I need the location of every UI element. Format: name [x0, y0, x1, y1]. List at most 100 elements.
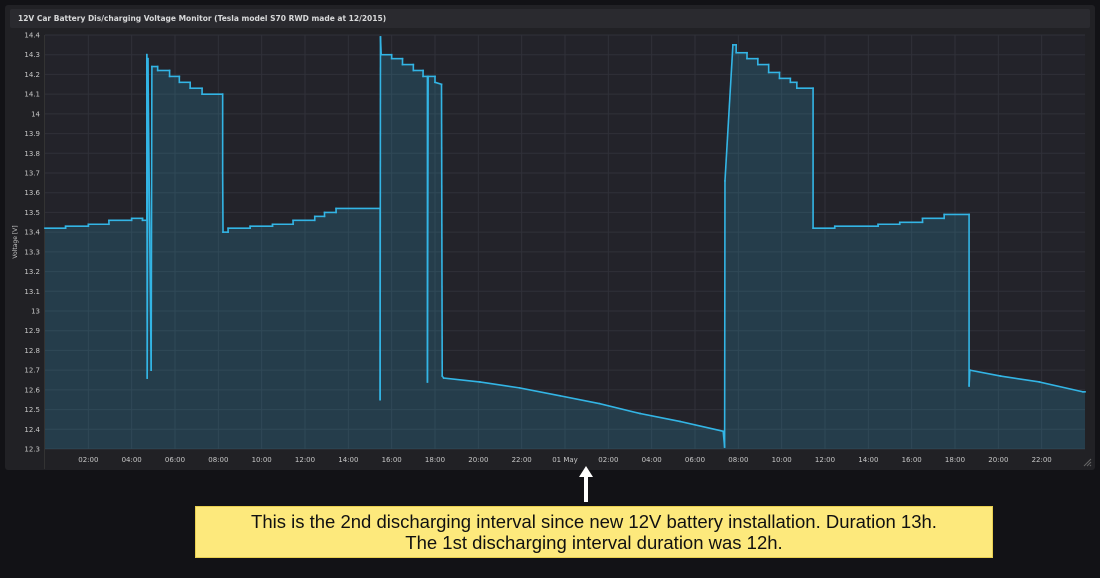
- x-tick-label: 10:00: [772, 456, 792, 464]
- data-point: [131, 217, 133, 219]
- data-point: [157, 69, 159, 72]
- data-point: [189, 87, 191, 89]
- data-point: [168, 75, 171, 77]
- y-tick-label: 14: [31, 110, 40, 118]
- x-tick-label: 02:00: [78, 456, 98, 464]
- data-point: [335, 211, 337, 214]
- data-point: [778, 77, 781, 79]
- x-tick-label: 20:00: [468, 456, 488, 464]
- data-point: [178, 75, 180, 77]
- annotation-line-1: This is the 2nd discharging interval sin…: [251, 511, 937, 532]
- data-point: [768, 63, 770, 66]
- y-tick-label: 12.8: [24, 347, 40, 355]
- y-tick-label: 13: [31, 308, 40, 316]
- data-point: [146, 377, 148, 379]
- data-point: [379, 399, 381, 401]
- series-segment: [426, 75, 429, 383]
- data-point: [146, 54, 148, 56]
- data-point: [391, 54, 393, 56]
- data-point: [757, 63, 759, 66]
- series-segment: [1038, 381, 1084, 393]
- panel-title[interactable]: 12V Car Battery Dis/charging Voltage Mon…: [10, 9, 1090, 28]
- data-point: [178, 81, 180, 83]
- data-point: [108, 219, 110, 221]
- data-point: [724, 180, 726, 182]
- data-point: [1084, 391, 1086, 393]
- series-segment: [150, 65, 153, 371]
- data-point: [146, 219, 148, 221]
- data-point: [412, 63, 414, 66]
- data-point: [999, 375, 1002, 377]
- series-segment: [440, 83, 444, 377]
- data-point: [201, 93, 203, 95]
- x-tick-label: 04:00: [122, 456, 142, 464]
- data-point: [789, 81, 791, 83]
- data-point: [151, 65, 153, 68]
- data-point: [479, 381, 481, 383]
- data-point: [157, 65, 159, 68]
- y-tick-label: 13.6: [24, 189, 40, 197]
- voltage-chart: 14.4 14.3 14.2 14.1 14 13.9 13.8 13.7 13.6 13.5 13…: [12, 32, 1086, 469]
- data-point: [422, 75, 424, 77]
- data-point: [757, 58, 759, 60]
- series-segment: [968, 369, 971, 387]
- data-point: [943, 217, 945, 219]
- data-point: [1038, 381, 1041, 383]
- data-point: [87, 225, 89, 227]
- data-point: [314, 219, 316, 221]
- data-point: [834, 225, 836, 227]
- data-point: [401, 58, 404, 60]
- data-point: [921, 217, 924, 219]
- y-tick-label: 13.2: [24, 268, 40, 276]
- data-point: [227, 227, 229, 229]
- annotation-callout: This is the 2nd discharging interval sin…: [195, 506, 993, 558]
- series-segment: [598, 402, 642, 415]
- series-line: [44, 36, 1086, 448]
- data-point: [724, 446, 726, 448]
- data-point: [559, 395, 561, 397]
- data-point: [323, 211, 326, 214]
- series-segment: [639, 412, 681, 423]
- data-point: [249, 225, 251, 227]
- data-point: [732, 44, 734, 46]
- x-tick-label: 01 May: [552, 456, 578, 464]
- x-tick-label: 16:00: [382, 456, 402, 464]
- data-point: [679, 420, 681, 422]
- data-point: [796, 87, 798, 89]
- y-tick-label: 14.1: [24, 91, 40, 99]
- data-point: [271, 223, 274, 225]
- data-point: [722, 430, 724, 432]
- y-tick-label: 12.6: [24, 386, 40, 394]
- series-area: [45, 36, 1085, 449]
- data-point: [518, 387, 521, 389]
- series-segment: [434, 81, 443, 86]
- y-tick-label: 14.2: [24, 71, 40, 79]
- annotation-line-2: The 1st discharging interval duration wa…: [405, 532, 783, 553]
- data-point: [44, 227, 46, 229]
- data-point: [899, 221, 901, 223]
- series-segment: [724, 44, 734, 182]
- resize-handle-icon[interactable]: [1082, 457, 1092, 467]
- data-point: [746, 52, 748, 54]
- x-tick-label: 14:00: [338, 456, 358, 464]
- y-tick-label: 12.5: [24, 406, 40, 414]
- x-tick-label: 16:00: [902, 456, 922, 464]
- series-segment: [379, 36, 383, 56]
- data-point: [735, 44, 737, 46]
- data-point: [391, 58, 393, 60]
- chart-panel: 12V Car Battery Dis/charging Voltage Mon…: [5, 5, 1095, 470]
- data-point: [292, 219, 294, 221]
- data-point: [292, 223, 294, 225]
- y-tick-label: 13.7: [24, 170, 40, 178]
- up-arrow-icon: [579, 466, 593, 502]
- data-point: [201, 87, 203, 89]
- y-tick-label: 12.9: [24, 327, 40, 335]
- x-tick-label: 20:00: [988, 456, 1008, 464]
- data-point: [434, 81, 436, 83]
- data-point: [943, 213, 945, 215]
- y-tick-label: 13.1: [24, 288, 40, 296]
- x-tick-label: 18:00: [425, 456, 445, 464]
- data-point: [141, 219, 144, 221]
- data-point: [335, 207, 337, 210]
- series-segment: [968, 369, 1002, 377]
